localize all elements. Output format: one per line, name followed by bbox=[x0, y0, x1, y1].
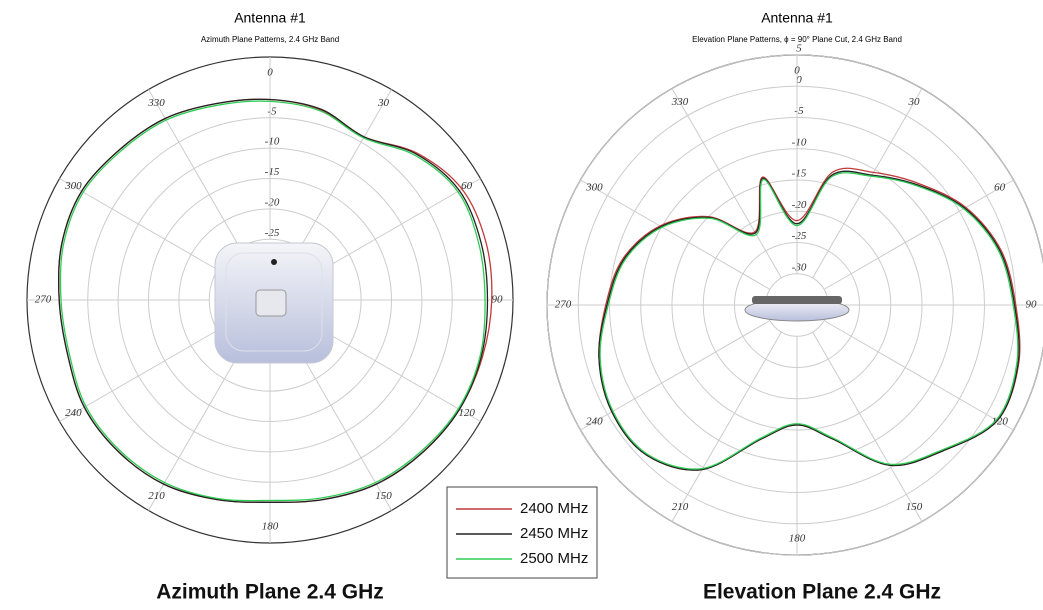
theta-tick-label: 270 bbox=[35, 294, 52, 306]
r-tick-label: -25 bbox=[265, 227, 280, 239]
chart-title: Antenna #1 bbox=[761, 10, 833, 26]
spoke bbox=[813, 88, 922, 277]
theta-tick-label: 0 bbox=[794, 65, 800, 77]
r-tick-label: -20 bbox=[792, 199, 807, 211]
legend-label: 2400 MHz bbox=[520, 500, 588, 517]
r-tick-label: -5 bbox=[267, 105, 277, 117]
r-tick-label: -15 bbox=[792, 168, 807, 180]
theta-tick-label: 150 bbox=[906, 501, 923, 513]
theta-tick-label: 150 bbox=[375, 490, 392, 502]
legend-label: 2500 MHz bbox=[520, 550, 588, 567]
theta-tick-label: 300 bbox=[64, 180, 82, 192]
theta-tick-label: 330 bbox=[147, 97, 165, 109]
chart-title: Antenna #1 bbox=[234, 10, 306, 26]
spoke bbox=[300, 90, 391, 248]
theta-tick-label: 90 bbox=[492, 294, 504, 306]
r-tick-label: -25 bbox=[792, 230, 807, 242]
theta-tick-label: 180 bbox=[789, 533, 806, 545]
theta-tick-label: 210 bbox=[672, 501, 689, 513]
chart-caption: Elevation Plane 2.4 GHz bbox=[703, 581, 941, 604]
spoke bbox=[580, 180, 769, 289]
theta-tick-label: 60 bbox=[994, 182, 1006, 194]
theta-tick-label: 0 bbox=[267, 67, 273, 79]
spoke bbox=[813, 332, 922, 521]
theta-tick-label: 210 bbox=[148, 490, 165, 502]
spoke bbox=[323, 179, 481, 270]
r-tick-label: -15 bbox=[265, 166, 280, 178]
theta-tick-label: 240 bbox=[65, 407, 82, 419]
theta-tick-label: 90 bbox=[1026, 299, 1038, 311]
theta-tick-label: 30 bbox=[377, 97, 390, 109]
access-point-top bbox=[215, 243, 333, 363]
chart-caption: Azimuth Plane 2.4 GHz bbox=[156, 581, 384, 604]
spoke bbox=[300, 353, 391, 511]
r-tick-label: -10 bbox=[265, 136, 280, 148]
theta-tick-label: 270 bbox=[555, 299, 572, 311]
theta-tick-label: 300 bbox=[585, 182, 603, 194]
spoke bbox=[672, 332, 781, 521]
theta-tick-label: 120 bbox=[458, 407, 475, 419]
theta-tick-label: 30 bbox=[908, 96, 921, 108]
r-tick-label: -30 bbox=[792, 261, 807, 273]
r-tick-label: -10 bbox=[792, 136, 807, 148]
r-tick-label: -20 bbox=[265, 196, 280, 208]
spoke bbox=[824, 321, 1013, 430]
theta-tick-label: 330 bbox=[671, 96, 689, 108]
spoke bbox=[672, 88, 781, 277]
spoke bbox=[824, 180, 1013, 289]
theta-tick-label: 180 bbox=[262, 521, 279, 533]
spoke bbox=[60, 330, 218, 421]
spoke bbox=[580, 321, 769, 430]
spoke bbox=[323, 330, 481, 421]
spoke bbox=[149, 90, 240, 248]
access-point-side bbox=[745, 296, 849, 321]
r-tick-label: -5 bbox=[794, 105, 804, 117]
spoke bbox=[149, 353, 240, 511]
theta-tick-label: 240 bbox=[586, 416, 603, 428]
r-tick-label: 5 bbox=[796, 43, 802, 55]
page: Antenna #1 Azimuth Plane Patterns, 2.4 GH… bbox=[0, 0, 1043, 610]
chart-subtitle: Azimuth Plane Patterns, 2.4 GHz Band bbox=[201, 35, 339, 44]
legend-label: 2450 MHz bbox=[520, 525, 588, 542]
